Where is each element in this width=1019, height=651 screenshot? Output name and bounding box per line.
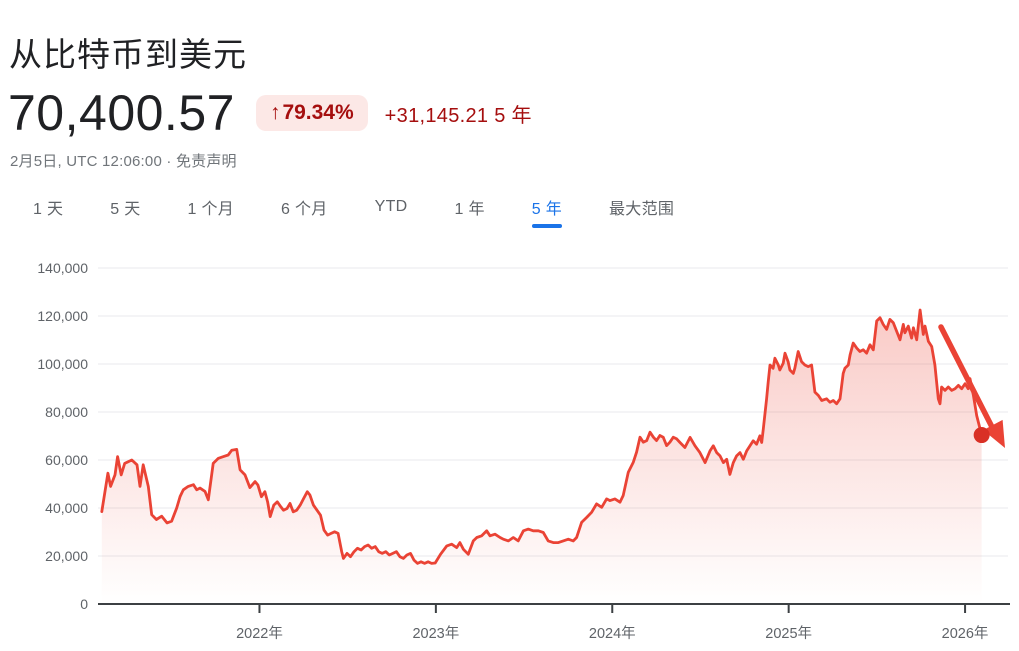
- y-axis-label: 100,000: [37, 356, 88, 372]
- y-axis-label: 40,000: [45, 500, 88, 516]
- y-axis-label: 60,000: [45, 452, 88, 468]
- current-price-dot: [973, 427, 990, 444]
- trend-arrow-head-icon: [983, 419, 1005, 448]
- change-absolute: +31,145.21 5 年: [385, 99, 532, 128]
- current-price: 70,400.57: [8, 85, 235, 141]
- y-axis-label: 80,000: [45, 404, 88, 420]
- quote-meta: 2月5日, UTC 12:06:00 · 免责声明: [10, 150, 237, 171]
- tab-6m[interactable]: 6 个月: [281, 195, 328, 219]
- change-value: +31,145.21: [384, 104, 489, 127]
- price-chart[interactable]: 0 20,000 40,000 60,000 80,000 100,000 120,000 1…: [0, 250, 1019, 651]
- price-line: [100, 308, 983, 565]
- x-axis-label: 2023年: [412, 625, 459, 642]
- tab-1d[interactable]: 1 天: [33, 195, 63, 219]
- tab-1y[interactable]: 1 年: [455, 195, 485, 219]
- y-axis-label: 120,000: [37, 308, 88, 324]
- separator: ·: [162, 153, 176, 170]
- x-axis-label: 2025年: [765, 625, 812, 642]
- page-title: 从比特币到美元: [9, 36, 247, 74]
- y-axis-label: 0: [80, 596, 88, 612]
- tab-1m[interactable]: 1 个月: [188, 195, 235, 219]
- up-arrow-icon: ↑: [269, 101, 281, 124]
- trend-arrow-icon: [938, 324, 995, 430]
- tab-ytd[interactable]: YTD: [374, 198, 408, 215]
- y-axis-label: 140,000: [37, 260, 88, 276]
- y-axis-label: 20,000: [45, 548, 88, 564]
- tab-5d[interactable]: 5 天: [110, 195, 140, 219]
- tab-max[interactable]: 最大范围: [609, 195, 674, 219]
- change-period: 5 年: [494, 104, 532, 127]
- area-fill: [101, 310, 982, 604]
- change-badge: ↑ 79.34%: [255, 95, 368, 131]
- x-axis-label: 2024年: [589, 625, 636, 642]
- time-range-tabs: 1 天 5 天 1 个月 6 个月 YTD 1 年 5 年 最大范围: [33, 192, 674, 228]
- x-axis-label: 2022年: [236, 625, 283, 642]
- price-header: 70,400.57 ↑ 79.34% +31,145.21 5 年: [8, 86, 532, 140]
- disclaimer-link[interactable]: 免责声明: [175, 153, 237, 170]
- x-axis-label: 2026年: [942, 625, 989, 642]
- price-chart-svg[interactable]: 0 20,000 40,000 60,000 80,000 100,000 120,000 1…: [0, 250, 1019, 651]
- change-percent: 79.34%: [282, 101, 354, 124]
- timestamp: 2月5日, UTC 12:06:00: [10, 153, 163, 170]
- tab-5y[interactable]: 5 年: [531, 195, 563, 228]
